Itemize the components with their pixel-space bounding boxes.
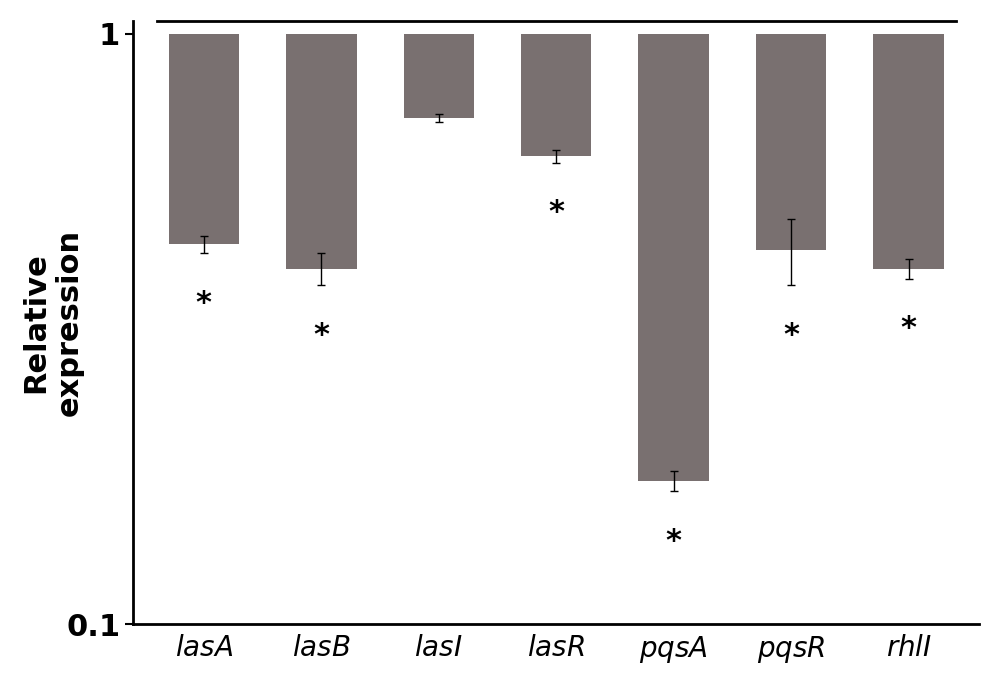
Text: *: * — [196, 289, 212, 318]
Bar — [756, 34, 826, 250]
Text: *: * — [783, 321, 799, 350]
Text: *: * — [901, 314, 917, 344]
Bar — [169, 34, 239, 244]
Text: *: * — [548, 198, 564, 228]
Bar — [404, 34, 474, 118]
Bar — [638, 34, 709, 481]
Bar — [286, 34, 357, 269]
Y-axis label: Relative
expression: Relative expression — [21, 229, 83, 416]
Text: *: * — [313, 321, 329, 350]
Text: *: * — [666, 527, 682, 556]
Bar — [521, 34, 591, 156]
Bar — [873, 34, 944, 269]
